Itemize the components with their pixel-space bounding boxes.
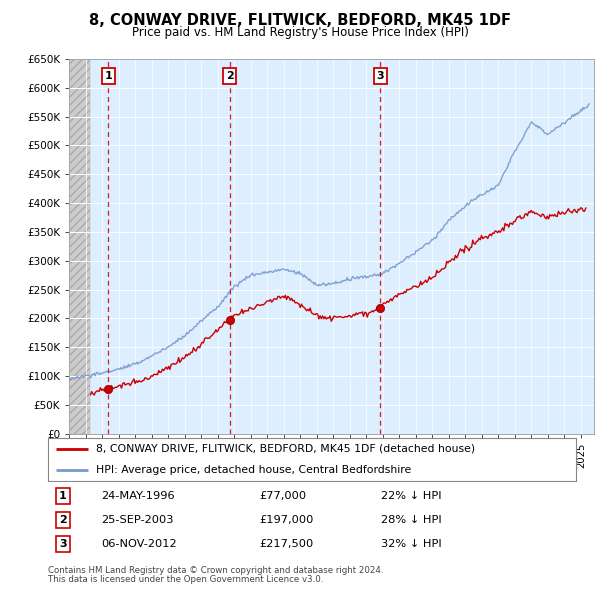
Text: £217,500: £217,500 [259, 539, 313, 549]
Text: Contains HM Land Registry data © Crown copyright and database right 2024.: Contains HM Land Registry data © Crown c… [48, 566, 383, 575]
Text: 8, CONWAY DRIVE, FLITWICK, BEDFORD, MK45 1DF (detached house): 8, CONWAY DRIVE, FLITWICK, BEDFORD, MK45… [95, 444, 475, 454]
Text: 2: 2 [226, 71, 233, 81]
Text: 2: 2 [59, 515, 67, 525]
Text: 1: 1 [104, 71, 112, 81]
Text: 25-SEP-2003: 25-SEP-2003 [101, 515, 173, 525]
Text: 24-MAY-1996: 24-MAY-1996 [101, 491, 175, 501]
Text: 28% ↓ HPI: 28% ↓ HPI [380, 515, 442, 525]
Text: 3: 3 [59, 539, 67, 549]
Text: HPI: Average price, detached house, Central Bedfordshire: HPI: Average price, detached house, Cent… [95, 466, 411, 475]
Text: £197,000: £197,000 [259, 515, 314, 525]
Text: Price paid vs. HM Land Registry's House Price Index (HPI): Price paid vs. HM Land Registry's House … [131, 26, 469, 39]
Bar [69, 59, 91, 434]
Text: 06-NOV-2012: 06-NOV-2012 [101, 539, 176, 549]
Text: 1: 1 [59, 491, 67, 501]
Text: 3: 3 [376, 71, 384, 81]
Text: 32% ↓ HPI: 32% ↓ HPI [380, 539, 442, 549]
Text: 22% ↓ HPI: 22% ↓ HPI [380, 491, 441, 501]
Text: 8, CONWAY DRIVE, FLITWICK, BEDFORD, MK45 1DF: 8, CONWAY DRIVE, FLITWICK, BEDFORD, MK45… [89, 13, 511, 28]
Text: £77,000: £77,000 [259, 491, 307, 501]
Text: This data is licensed under the Open Government Licence v3.0.: This data is licensed under the Open Gov… [48, 575, 323, 584]
